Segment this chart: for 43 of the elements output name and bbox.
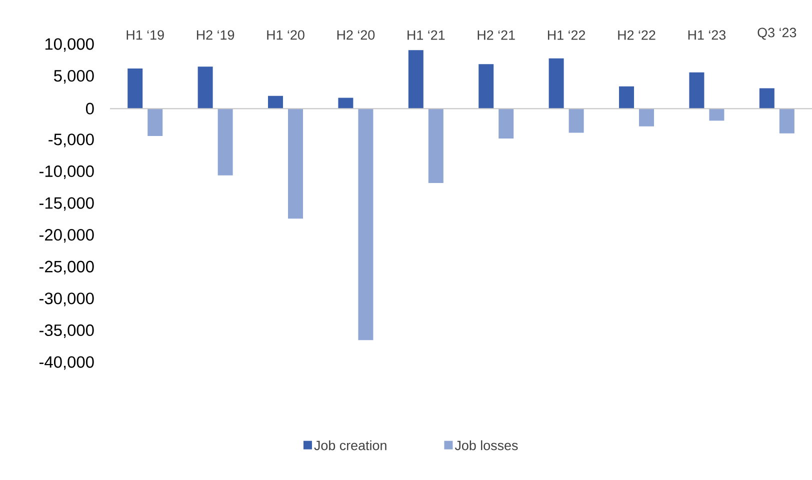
bar bbox=[198, 66, 213, 109]
bar bbox=[128, 68, 143, 109]
bar bbox=[268, 96, 284, 109]
bar bbox=[498, 108, 514, 138]
y-tick-label: -15,000 bbox=[39, 197, 94, 211]
bar bbox=[619, 86, 634, 109]
y-tick-label: -10,000 bbox=[39, 165, 94, 179]
y-tick-label: -40,000 bbox=[39, 356, 94, 370]
bar bbox=[639, 108, 654, 126]
x-tick-label: H2 ‘22 bbox=[618, 30, 656, 40]
x-tick-label: H1 ‘19 bbox=[126, 30, 164, 40]
bar bbox=[568, 108, 584, 133]
y-tick-label: -30,000 bbox=[39, 292, 94, 306]
x-tick-label: H1 ‘22 bbox=[548, 30, 586, 40]
y-tick-label: 10,000 bbox=[45, 38, 94, 52]
x-tick-label: H2 ‘21 bbox=[478, 30, 515, 40]
y-tick-label: -5,000 bbox=[48, 134, 94, 148]
y-tick-label: -25,000 bbox=[39, 260, 94, 274]
bar bbox=[759, 88, 774, 109]
bar bbox=[338, 98, 354, 109]
bar bbox=[709, 108, 724, 121]
bar bbox=[288, 108, 304, 219]
y-tick-label: -35,000 bbox=[39, 324, 94, 338]
bar bbox=[779, 108, 794, 134]
bar bbox=[478, 64, 494, 109]
bar bbox=[689, 72, 704, 109]
x-tick-label: H1 ‘20 bbox=[267, 30, 304, 40]
x-tick-label: H1 ‘23 bbox=[688, 30, 726, 40]
bar bbox=[358, 108, 374, 340]
bar bbox=[548, 58, 564, 109]
legend-label: Job creation bbox=[314, 440, 386, 450]
x-tick-label: H2 ‘19 bbox=[196, 30, 234, 40]
bar bbox=[148, 108, 163, 136]
bar bbox=[218, 108, 233, 176]
bar bbox=[428, 108, 444, 184]
y-tick-label: 5,000 bbox=[54, 70, 94, 84]
bar bbox=[408, 50, 424, 109]
x-tick-label: H2 ‘20 bbox=[337, 30, 375, 40]
x-tick-label: Q3 ‘23 bbox=[758, 28, 796, 40]
y-tick-label: 0 bbox=[86, 102, 94, 114]
legend-label: Job losses bbox=[454, 440, 518, 450]
x-tick-label: H1 ‘21 bbox=[408, 30, 445, 40]
y-tick-label: -20,000 bbox=[39, 229, 94, 243]
